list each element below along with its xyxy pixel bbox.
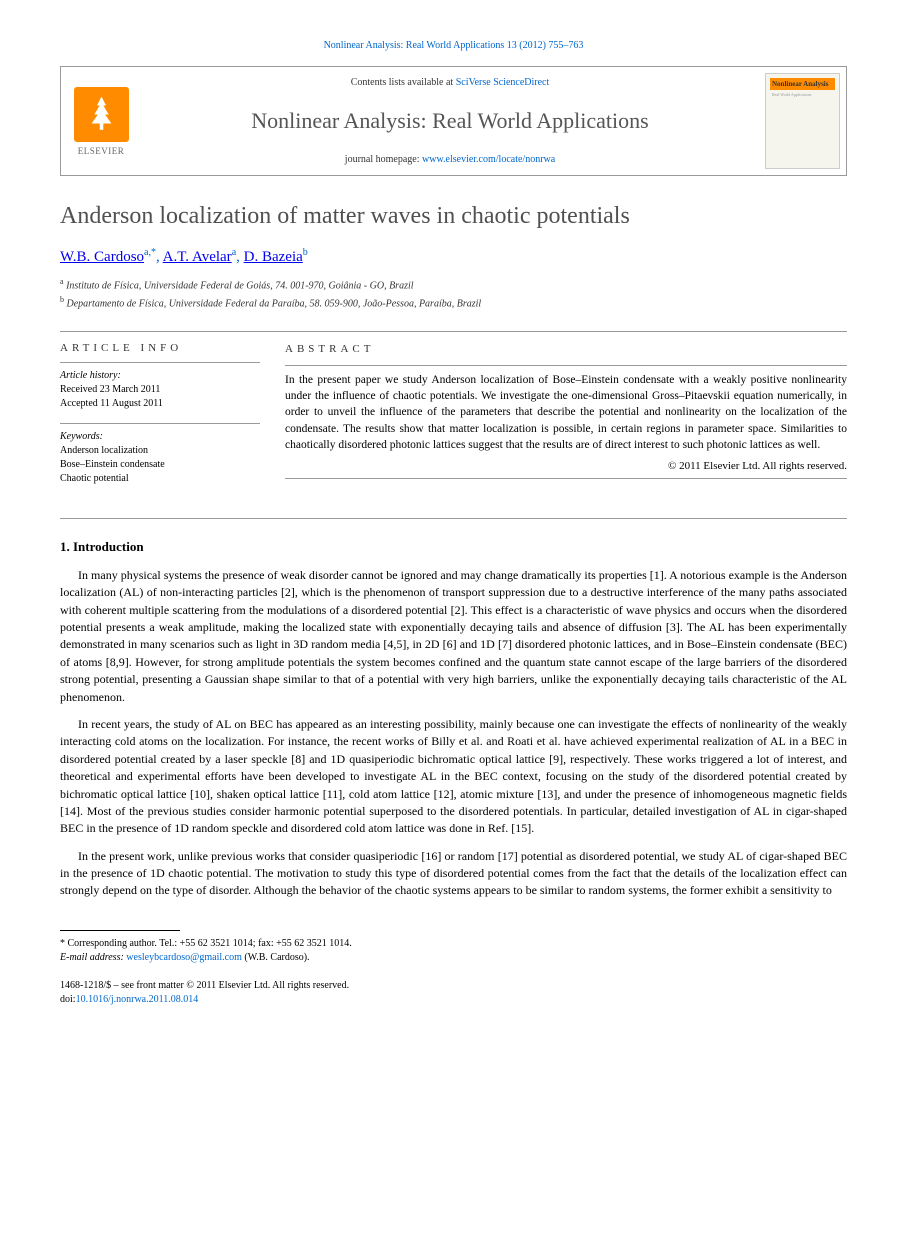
journal-title: Nonlinear Analysis: Real World Applicati… [151, 108, 749, 134]
author-link[interactable]: A.T. Avelar [163, 249, 232, 265]
email-label: E-mail address: [60, 952, 124, 963]
sciencedirect-link[interactable]: SciVerse ScienceDirect [456, 77, 550, 88]
divider [285, 478, 847, 479]
issn-line: 1468-1218/$ – see front matter © 2011 El… [60, 979, 847, 993]
affil-text: Departamento de Física, Universidade Fed… [67, 298, 482, 309]
journal-center-block: Contents lists available at SciVerse Sci… [141, 67, 759, 175]
body-paragraph: In recent years, the study of AL on BEC … [60, 716, 847, 838]
keyword: Chaotic potential [60, 472, 260, 486]
author-link[interactable]: D. Bazeia [244, 249, 303, 265]
received-date: Received 23 March 2011 [60, 383, 260, 397]
elsevier-tree-icon [74, 87, 129, 142]
author-link[interactable]: W.B. Cardoso [60, 249, 144, 265]
doi-link[interactable]: 10.1016/j.nonrwa.2011.08.014 [76, 994, 199, 1005]
article-info-col: ARTICLE INFO Article history: Received 2… [60, 342, 260, 498]
section-heading-intro: 1. Introduction [60, 539, 847, 555]
accepted-date: Accepted 11 August 2011 [60, 397, 260, 411]
author-sup: a,* [144, 247, 156, 258]
body-paragraph: In the present work, unlike previous wor… [60, 848, 847, 900]
bottom-meta: 1468-1218/$ – see front matter © 2011 El… [60, 979, 847, 1007]
journal-cover-thumbnail: Nonlinear Analysis Real World Applicatio… [765, 73, 840, 169]
email-suffix: (W.B. Cardoso). [244, 952, 309, 963]
history-label: Article history: [60, 369, 260, 383]
affil-sup: b [60, 295, 64, 304]
homepage-link[interactable]: www.elsevier.com/locate/nonrwa [422, 154, 555, 165]
divider [60, 362, 260, 363]
journal-header-box: ELSEVIER Contents lists available at Sci… [60, 66, 847, 176]
doi-label: doi: [60, 994, 76, 1005]
divider [60, 423, 260, 424]
article-title: Anderson localization of matter waves in… [60, 201, 847, 232]
abstract-copyright: © 2011 Elsevier Ltd. All rights reserved… [285, 459, 847, 474]
homepage-line: journal homepage: www.elsevier.com/locat… [151, 154, 749, 165]
corresponding-email-link[interactable]: wesleybcardoso@gmail.com [126, 952, 242, 963]
abstract-text: In the present paper we study Anderson l… [285, 372, 847, 452]
article-info-header: ARTICLE INFO [60, 342, 260, 354]
contents-available-line: Contents lists available at SciVerse Sci… [151, 77, 749, 88]
elsevier-publisher-text: ELSEVIER [78, 146, 125, 156]
homepage-prefix: journal homepage: [345, 154, 422, 165]
author-sup: a [232, 247, 236, 258]
email-line: E-mail address: wesleybcardoso@gmail.com… [60, 951, 847, 965]
divider [60, 518, 847, 519]
author-list: W.B. Cardosoa,*, A.T. Avelara, D. Bazeia… [60, 247, 847, 266]
keyword: Anderson localization [60, 444, 260, 458]
info-abstract-row: ARTICLE INFO Article history: Received 2… [60, 342, 847, 498]
corresponding-line: * Corresponding author. Tel.: +55 62 352… [60, 937, 847, 951]
affiliation-row: b Departamento de Física, Universidade F… [60, 294, 847, 311]
journal-citation-header: Nonlinear Analysis: Real World Applicati… [60, 40, 847, 51]
divider [285, 365, 847, 366]
keyword: Bose–Einstein condensate [60, 458, 260, 472]
affil-text: Instituto de Física, Universidade Federa… [66, 281, 413, 292]
author-sup: b [303, 247, 308, 258]
abstract-header: ABSTRACT [285, 342, 847, 357]
keywords-block: Keywords: Anderson localization Bose–Ein… [60, 430, 260, 486]
affiliation-row: a Instituto de Física, Universidade Fede… [60, 276, 847, 293]
contents-prefix: Contents lists available at [351, 77, 456, 88]
article-history-block: Article history: Received 23 March 2011 … [60, 369, 260, 411]
cover-thumb-title: Nonlinear Analysis [770, 78, 835, 90]
doi-line: doi:10.1016/j.nonrwa.2011.08.014 [60, 993, 847, 1007]
divider [60, 331, 847, 332]
affil-sup: a [60, 277, 64, 286]
corresponding-author-block: * Corresponding author. Tel.: +55 62 352… [60, 937, 847, 965]
keywords-label: Keywords: [60, 430, 260, 444]
body-paragraph: In many physical systems the presence of… [60, 567, 847, 706]
affiliations: a Instituto de Física, Universidade Fede… [60, 276, 847, 311]
abstract-col: ABSTRACT In the present paper we study A… [285, 342, 847, 498]
footer-divider [60, 930, 180, 931]
elsevier-logo: ELSEVIER [61, 67, 141, 175]
cover-thumb-body: Real World Applications [770, 90, 835, 164]
